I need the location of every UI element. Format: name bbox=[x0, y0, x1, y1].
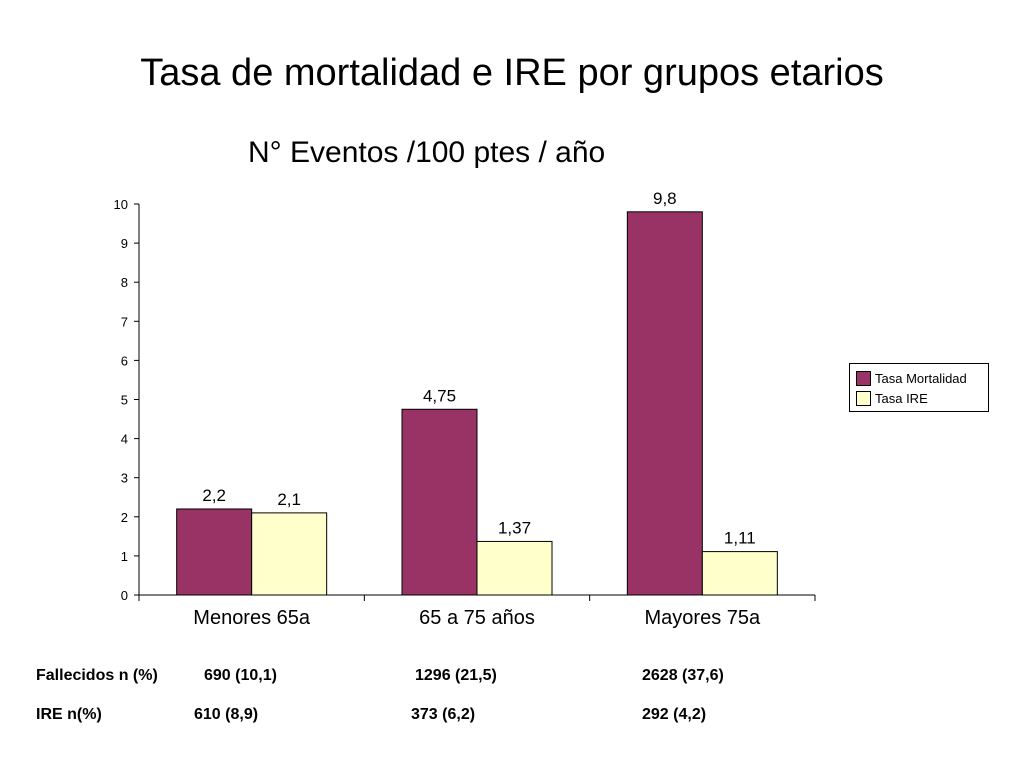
stats-value-fallecidos-1: 690 (10,1) bbox=[204, 667, 277, 684]
stats-label-fallecidos: Fallecidos n (%) bbox=[36, 667, 158, 684]
legend-item-ire: Tasa IRE bbox=[856, 388, 988, 408]
y-tick-label: 2 bbox=[121, 510, 128, 525]
x-category-label: Mayores 75a bbox=[645, 607, 761, 629]
chart-legend: Tasa Mortalidad Tasa IRE bbox=[849, 363, 989, 412]
y-tick-label: 9 bbox=[121, 236, 128, 251]
y-tick-label: 7 bbox=[121, 314, 128, 329]
y-tick-label: 4 bbox=[121, 432, 128, 447]
y-tick-label: 0 bbox=[121, 588, 128, 603]
bar-data-label: 9,8 bbox=[653, 189, 677, 208]
stats-value-fallecidos-2: 1296 (21,5) bbox=[415, 667, 497, 684]
bar-data-label: 2,1 bbox=[277, 490, 301, 509]
x-category-label: Menores 65a bbox=[193, 607, 311, 629]
bar-data-label: 2,2 bbox=[202, 486, 226, 505]
stats-value-ire-1: 610 (8,9) bbox=[194, 706, 259, 723]
slide-title: Tasa de mortalidad e IRE por grupos etar… bbox=[140, 52, 884, 94]
legend-label-mortalidad: Tasa Mortalidad bbox=[875, 370, 967, 386]
bar-mortalidad bbox=[626, 211, 703, 596]
stats-value-ire-2: 373 (6,2) bbox=[411, 706, 476, 723]
legend-swatch-mortalidad bbox=[856, 370, 871, 386]
y-tick-label: 10 bbox=[114, 197, 128, 212]
bar-ire bbox=[476, 540, 553, 596]
bar-mortalidad bbox=[401, 408, 478, 596]
bar-mortalidad bbox=[176, 508, 253, 596]
stats-value-ire-3: 292 (4,2) bbox=[642, 706, 707, 723]
bar-data-label: 1,11 bbox=[724, 529, 756, 548]
bar-ire bbox=[701, 551, 778, 596]
y-tick-label: 6 bbox=[121, 353, 128, 368]
legend-label-ire: Tasa IRE bbox=[875, 390, 928, 406]
stats-label-ire: IRE n(%) bbox=[36, 706, 102, 723]
y-tick-label: 3 bbox=[121, 471, 128, 486]
y-tick-label: 8 bbox=[121, 275, 128, 290]
y-tick-label: 1 bbox=[121, 549, 128, 564]
legend-swatch-ire bbox=[856, 390, 871, 406]
legend-item-mortalidad: Tasa Mortalidad bbox=[856, 368, 988, 388]
stats-value-fallecidos-3: 2628 (37,6) bbox=[642, 667, 724, 684]
bar-ire bbox=[251, 512, 328, 596]
chart-title: N° Eventos /100 ptes / año bbox=[248, 136, 606, 169]
bar-data-label: 1,37 bbox=[498, 518, 531, 537]
x-category-label: 65 a 75 años bbox=[419, 607, 535, 629]
bar-data-label: 4,75 bbox=[423, 386, 456, 405]
y-tick-label: 5 bbox=[121, 393, 128, 408]
